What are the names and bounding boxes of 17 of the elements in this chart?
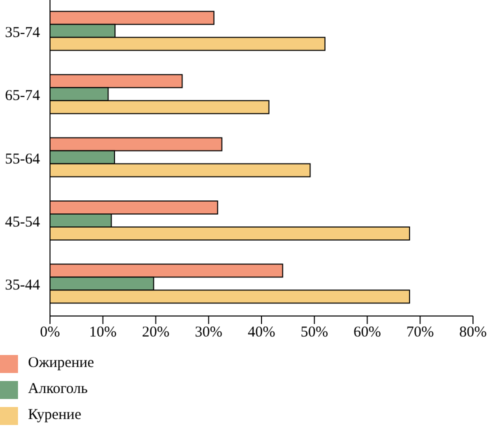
x-tick-label: 80% bbox=[459, 324, 487, 341]
y-tick-label: 55-64 bbox=[5, 151, 40, 168]
legend-label: Ожирение bbox=[28, 355, 94, 371]
x-tick-label: 0% bbox=[40, 324, 60, 341]
x-tick-label: 40% bbox=[248, 324, 276, 341]
x-tick-label: 70% bbox=[406, 324, 434, 341]
y-tick-label: 65-74 bbox=[5, 88, 40, 104]
x-tick-label: 10% bbox=[89, 324, 117, 341]
legend-label: Курение bbox=[28, 407, 82, 423]
x-tick-label: 20% bbox=[142, 324, 170, 341]
y-tick-label: 35-74 bbox=[5, 24, 40, 41]
x-tick-label: 60% bbox=[354, 324, 381, 341]
y-tick-label: 35-44 bbox=[5, 278, 40, 294]
x-tick-label: 30% bbox=[194, 324, 222, 341]
y-tick-label: 45-54 bbox=[5, 214, 40, 231]
x-tick-label: 50% bbox=[300, 324, 328, 341]
legend-label: Алкоголь bbox=[28, 381, 88, 397]
